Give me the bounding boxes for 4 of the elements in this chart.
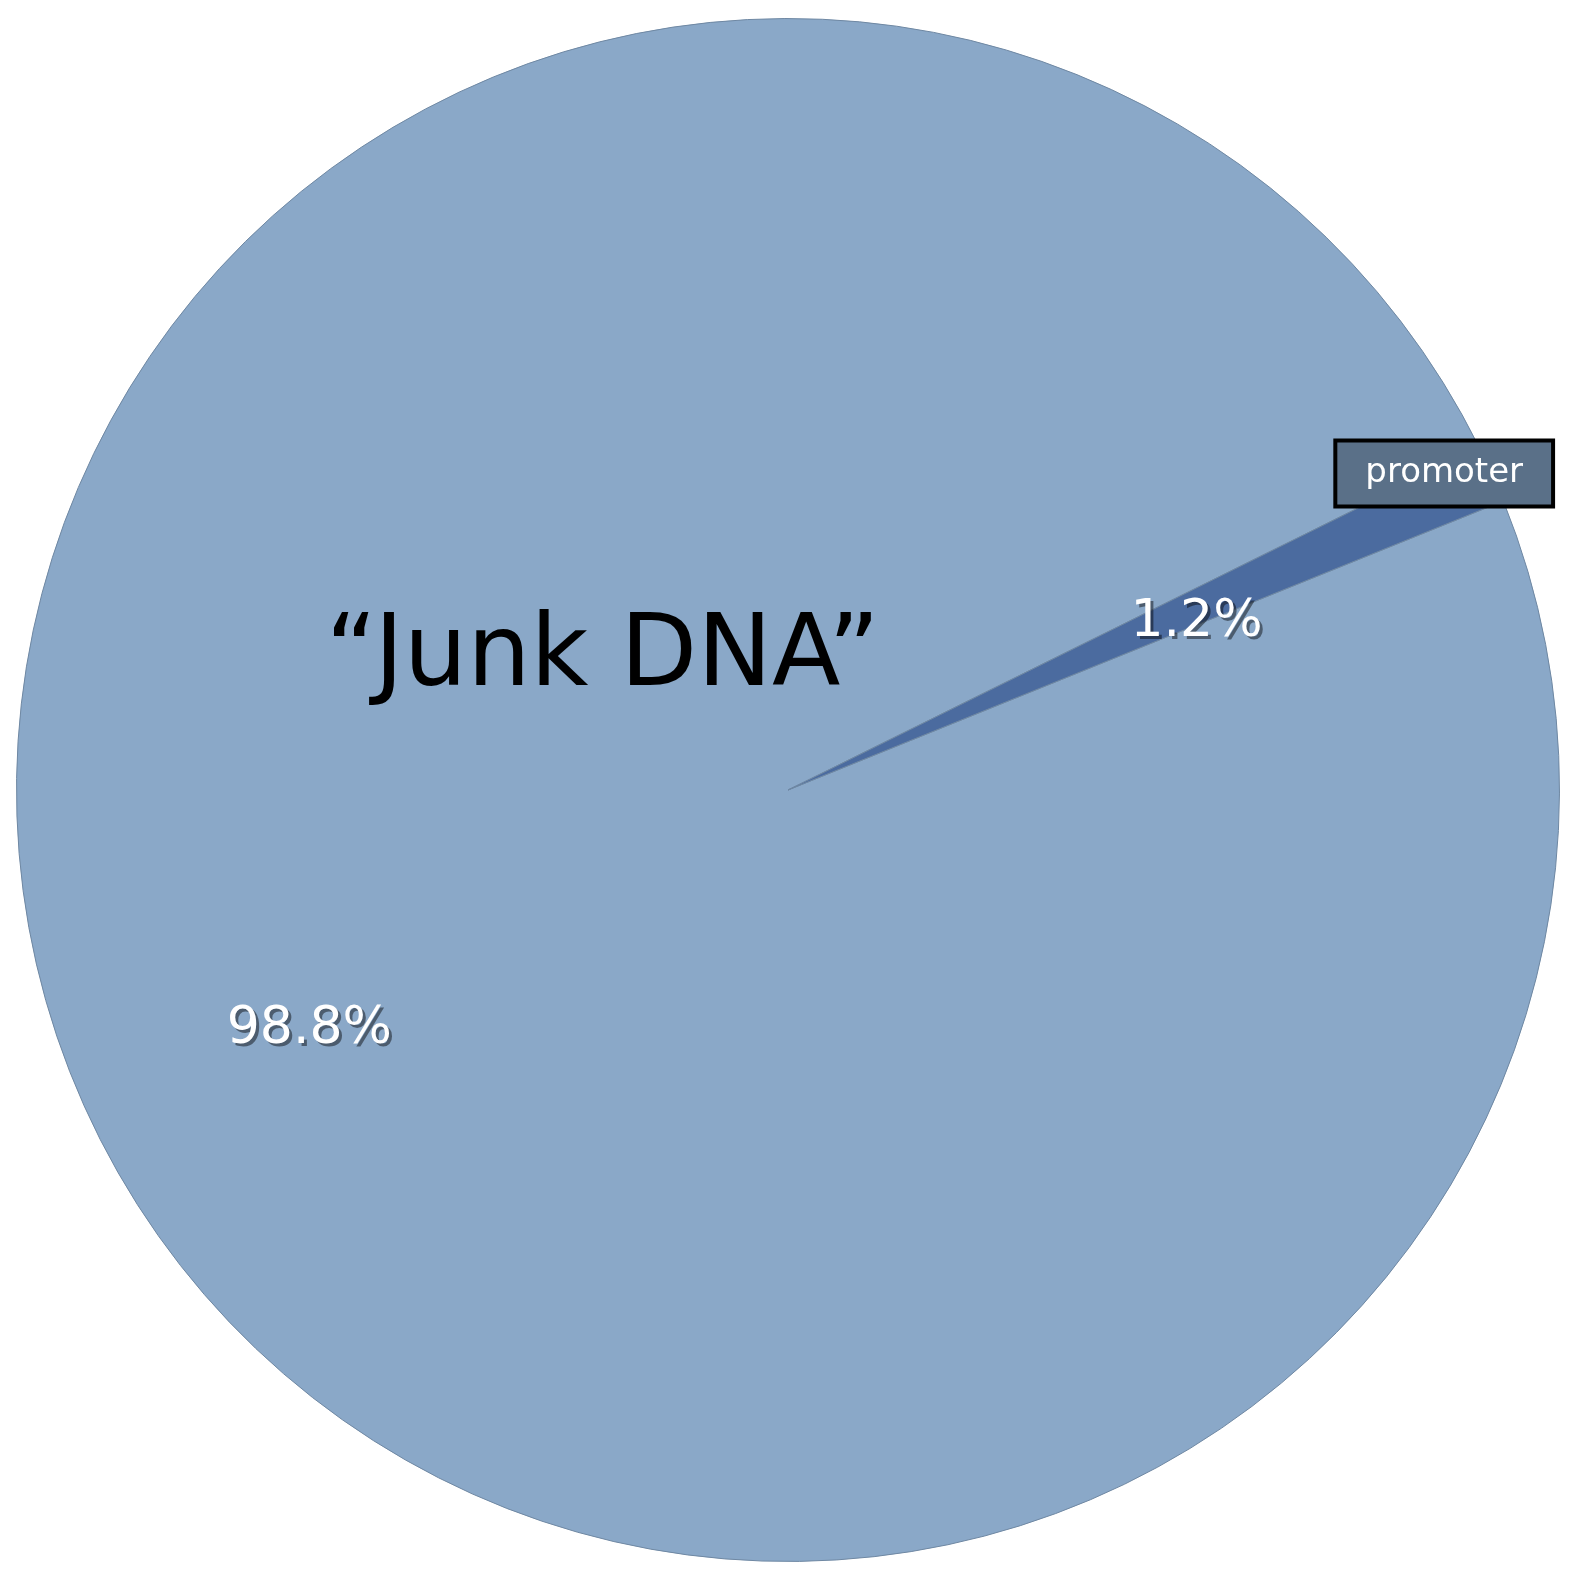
slice-label: “Junk DNA” [325,591,880,709]
data-label: 98.8% [229,997,395,1058]
slice-label: promoter [1365,450,1524,491]
data-label: 1.2% [1133,590,1266,651]
